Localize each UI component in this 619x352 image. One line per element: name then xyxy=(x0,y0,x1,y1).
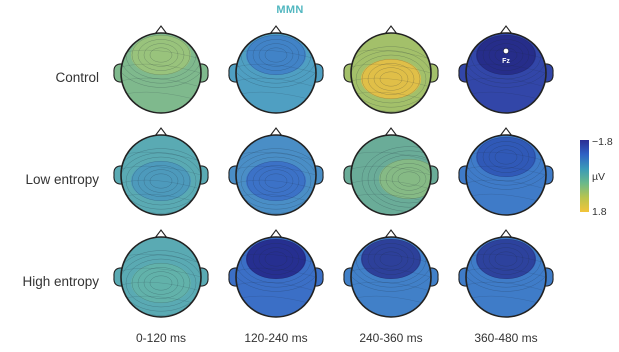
activity-region xyxy=(131,263,191,303)
activity-region xyxy=(246,35,306,75)
head-outline xyxy=(350,32,432,114)
row-label-control: Control xyxy=(55,70,99,85)
nose-marker xyxy=(154,229,168,239)
activity-region xyxy=(476,137,536,177)
nose-marker xyxy=(499,127,513,137)
head-outline xyxy=(120,32,202,114)
column-label-240-360: 240-360 ms xyxy=(359,331,423,345)
nose-marker xyxy=(269,127,283,137)
nose-marker xyxy=(154,127,168,137)
activity-region xyxy=(476,35,536,75)
topomap-r0-c2 xyxy=(343,25,439,114)
colorbar-min-label: −1.8 xyxy=(592,136,613,148)
nose-marker xyxy=(384,127,398,137)
head-outline xyxy=(235,134,317,216)
topomap-r0-c3: Fz xyxy=(458,25,554,114)
head-outline xyxy=(465,134,547,216)
head-outline xyxy=(465,236,547,318)
colorbar xyxy=(580,140,589,212)
topomap-r2-c1 xyxy=(228,229,324,318)
head-outline xyxy=(465,32,547,114)
figure-title: MMN xyxy=(276,4,304,16)
head-outline xyxy=(235,236,317,318)
column-label-360-480: 360-480 ms xyxy=(474,331,538,345)
head-outline xyxy=(350,236,432,318)
activity-region xyxy=(361,239,421,279)
topomap-r1-c2 xyxy=(343,127,439,216)
column-label-120-240: 120-240 ms xyxy=(244,331,308,345)
activity-region xyxy=(131,35,191,75)
nose-marker xyxy=(384,25,398,35)
activity-region xyxy=(246,161,306,201)
activity-region xyxy=(361,59,421,99)
head-outline xyxy=(120,236,202,318)
nose-marker xyxy=(269,25,283,35)
topomap-r1-c0 xyxy=(113,127,209,216)
activity-region xyxy=(131,161,191,201)
nose-marker xyxy=(269,229,283,239)
nose-marker xyxy=(384,229,398,239)
topomap-r1-c1 xyxy=(228,127,324,216)
row-label-low-entropy: Low entropy xyxy=(25,172,99,187)
column-label-0-120: 0-120 ms xyxy=(135,331,187,345)
nose-marker xyxy=(499,229,513,239)
colorbar-unit-label: µV xyxy=(592,171,606,183)
topomap-r2-c2 xyxy=(343,229,439,318)
colorbar-max-label: 1.8 xyxy=(592,206,607,218)
activity-region xyxy=(246,239,306,279)
row-label-high-entropy: High entropy xyxy=(22,274,99,289)
nose-marker xyxy=(154,25,168,35)
electrode-fz-marker xyxy=(503,48,509,54)
nose-marker xyxy=(499,25,513,35)
activity-region xyxy=(379,159,431,199)
topomap-r2-c0 xyxy=(113,229,209,318)
topomap-r0-c1 xyxy=(228,25,324,114)
activity-region xyxy=(476,239,536,279)
head-outline xyxy=(120,134,202,216)
electrode-fz-label: Fz xyxy=(502,58,510,65)
topomap-r1-c3 xyxy=(458,127,554,216)
head-outline xyxy=(235,32,317,114)
head-outline xyxy=(350,134,432,216)
topomap-r0-c0 xyxy=(113,25,209,114)
topomap-r2-c3 xyxy=(458,229,554,318)
